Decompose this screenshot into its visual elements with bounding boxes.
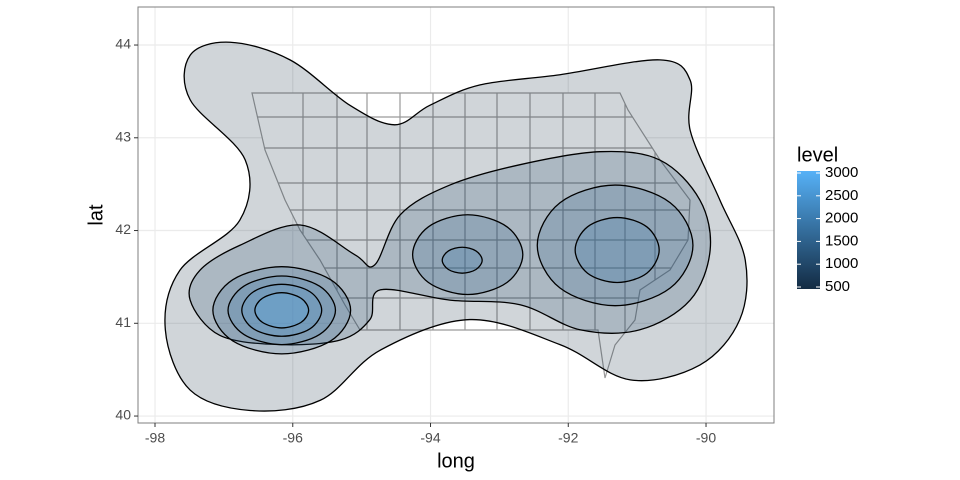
density-contour bbox=[164, 41, 748, 412]
x-tick-label: -92 bbox=[558, 430, 578, 446]
y-tick-label: 42 bbox=[115, 221, 131, 237]
y-tick-label: 41 bbox=[115, 314, 131, 330]
density-contour bbox=[536, 184, 694, 307]
legend-label: 2000 bbox=[825, 210, 858, 227]
x-tick-label: -96 bbox=[283, 430, 303, 446]
county-lines bbox=[252, 93, 690, 340]
density-contour bbox=[227, 275, 337, 346]
density-contour bbox=[574, 216, 660, 284]
density-contour bbox=[254, 292, 310, 329]
colorbar bbox=[797, 171, 820, 289]
x-tick-label: -90 bbox=[696, 430, 716, 446]
legend-label: 1000 bbox=[825, 255, 858, 272]
density-contour bbox=[441, 246, 483, 274]
legend-label: 3000 bbox=[825, 164, 858, 181]
legend-label: 2500 bbox=[825, 187, 858, 204]
legend-label: 1500 bbox=[825, 232, 858, 249]
legend-title: level bbox=[797, 144, 838, 166]
y-axis-title: lat bbox=[85, 204, 107, 226]
density-contour bbox=[241, 283, 323, 337]
legend-label: 500 bbox=[825, 278, 850, 295]
y-tick-label: 44 bbox=[115, 36, 131, 52]
contours bbox=[164, 41, 748, 412]
plot-border bbox=[137, 6, 775, 424]
density-contour bbox=[212, 266, 352, 355]
density-contour bbox=[411, 214, 524, 296]
y-tick-label: 40 bbox=[115, 407, 131, 423]
x-tick-label: -94 bbox=[420, 430, 440, 446]
x-axis-title: long bbox=[437, 450, 475, 472]
y-tick-label: 43 bbox=[115, 128, 131, 144]
x-tick-label: -98 bbox=[145, 430, 165, 446]
